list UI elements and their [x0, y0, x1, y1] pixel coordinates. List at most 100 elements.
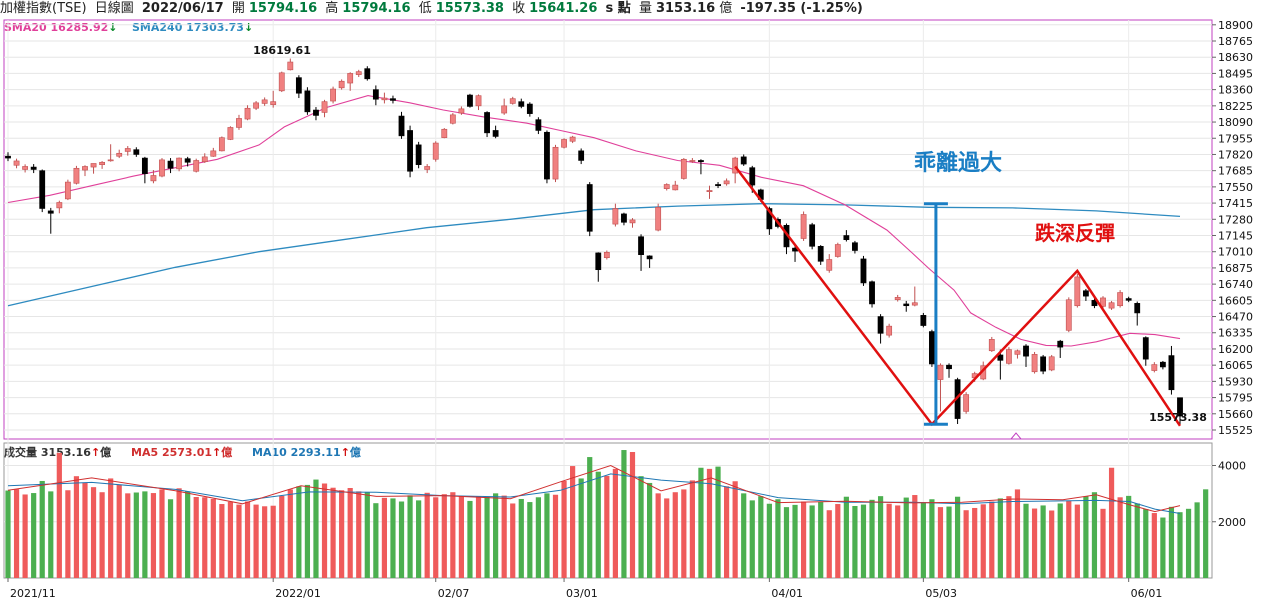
- ma10-legend: MA10 2293.11↑億: [252, 444, 361, 460]
- candle-down: [415, 144, 422, 165]
- candle-down: [535, 119, 542, 131]
- price-tick-label: 16200: [1218, 343, 1253, 356]
- volume-bar-down: [920, 502, 926, 578]
- candle-down: [364, 68, 371, 80]
- volume-bar-up: [202, 497, 208, 578]
- volume-label: 量: [638, 1, 652, 16]
- volume-bar-up: [655, 493, 661, 578]
- candle-down: [638, 236, 644, 256]
- volume-bar-up: [244, 501, 251, 578]
- volume-bar-down: [818, 501, 824, 578]
- candles: [5, 58, 1183, 425]
- candle-up: [834, 244, 841, 257]
- candle-down: [946, 364, 952, 370]
- candle-down: [766, 208, 773, 230]
- volume-tick-label: 2000: [1218, 516, 1246, 529]
- price-tick-label: 16875: [1218, 262, 1253, 275]
- candle-down: [578, 150, 585, 161]
- date-tick-label: 2021/11: [10, 587, 56, 600]
- candle-up: [338, 80, 345, 89]
- volume-value: 3153.16: [655, 1, 716, 16]
- volume-bar-down: [518, 498, 524, 578]
- volume-bar-down: [544, 493, 550, 578]
- unit-label: s 點: [605, 1, 631, 16]
- price-tick-label: 15795: [1218, 392, 1253, 405]
- candle-up: [501, 105, 508, 114]
- volume-bar-up: [424, 492, 430, 578]
- sma20-arrow-icon: ↓: [108, 21, 118, 34]
- volume-bar-up: [339, 490, 345, 578]
- volume-bar-down: [5, 490, 11, 578]
- volume-bar-up: [937, 507, 944, 578]
- volume-bar-up: [433, 497, 439, 578]
- volume-bar-down: [407, 495, 413, 578]
- date-tick-label: 03/01: [566, 587, 598, 600]
- candle-up: [347, 73, 354, 84]
- price-tick-label: 17820: [1218, 148, 1253, 161]
- candle-up: [13, 160, 20, 166]
- candle-up: [82, 166, 88, 171]
- volume-bar-up: [458, 496, 465, 578]
- candle-down: [313, 109, 319, 116]
- candle-up: [355, 71, 362, 75]
- candle-up: [124, 148, 131, 152]
- date-tick-label: 2022/01: [275, 587, 321, 600]
- price-tick-label: 17550: [1218, 181, 1253, 194]
- volume-bar-up: [1074, 504, 1080, 578]
- price-tick-label: 17010: [1218, 246, 1253, 259]
- volume-bar-up: [441, 494, 447, 578]
- candle-up: [963, 394, 970, 412]
- candle-up: [278, 72, 285, 92]
- volume-bar-up: [1108, 467, 1115, 578]
- candle-down: [30, 166, 37, 170]
- volume-bar-up: [1031, 508, 1038, 578]
- price-tick-label: 16740: [1218, 278, 1253, 291]
- candle-up: [107, 159, 114, 162]
- volume-bar-up: [236, 504, 242, 578]
- candle-down: [1125, 298, 1132, 301]
- volume-bar-up: [227, 501, 234, 578]
- high-price-label: 18619.61: [253, 44, 311, 57]
- candle-up: [988, 339, 995, 352]
- candle-down: [5, 155, 11, 159]
- candle-up: [680, 158, 687, 179]
- candle-down: [407, 130, 413, 172]
- candle-down: [1177, 397, 1183, 417]
- volume-bar-down: [484, 496, 490, 578]
- volume-bar-up: [82, 482, 88, 578]
- candle-up: [321, 101, 328, 113]
- volume-bar-down: [493, 493, 499, 578]
- volume-bar-up: [1117, 497, 1123, 578]
- volume-bar-down: [1185, 508, 1192, 578]
- volume-bar-up: [1151, 513, 1157, 578]
- volume-bar-up: [672, 492, 678, 578]
- volume-bar-down: [792, 504, 798, 578]
- volume-bar-up: [159, 489, 165, 578]
- volume-bar-down: [621, 450, 627, 578]
- price-tick-label: 18765: [1218, 35, 1253, 48]
- price-tick-label: 17415: [1218, 197, 1253, 210]
- candle-up: [261, 99, 268, 104]
- volume-bar-up: [116, 484, 122, 578]
- volume-bar-down: [467, 500, 473, 578]
- low-value: 15573.38: [435, 1, 504, 16]
- volume-legend-unit: 億: [100, 446, 112, 459]
- change-value: -197.35 (-1.25%): [740, 1, 863, 16]
- volume-bar-down: [142, 491, 148, 578]
- ma10-legend-unit: 億: [349, 446, 361, 459]
- volume-bar-down: [929, 499, 935, 578]
- candle-up: [210, 150, 217, 157]
- volume-bar-up: [356, 491, 362, 578]
- candle-up: [509, 98, 516, 104]
- price-tick-label: 17685: [1218, 165, 1253, 178]
- candle-up: [1014, 350, 1021, 355]
- candle-down: [877, 316, 884, 334]
- candle-down: [484, 112, 490, 134]
- candle-up: [330, 88, 336, 102]
- volume-bar-down: [1143, 509, 1149, 578]
- last-low-label: 15573.38: [1149, 411, 1207, 424]
- candle-down: [544, 131, 550, 180]
- high-label: 高: [325, 1, 339, 16]
